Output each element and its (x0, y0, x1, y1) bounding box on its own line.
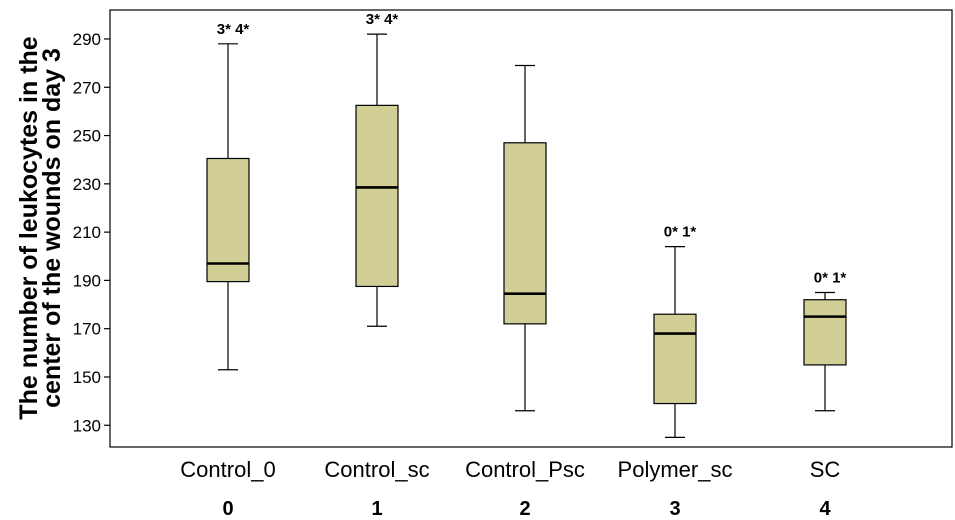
significance-annotation: 3* 4* (366, 11, 399, 28)
group-number-label: 2 (519, 498, 530, 520)
x-category-label: Control_Psc (465, 457, 585, 482)
significance-annotation: 3* 4* (217, 21, 250, 38)
box-group-control-0: 3* 4* (206, 21, 250, 371)
iqr-box (503, 142, 547, 325)
group-number-label: 0 (222, 498, 233, 520)
group-number-label: 4 (819, 498, 831, 520)
y-tick-label: 150 (73, 368, 101, 387)
x-axis-labels: Control_0 0 Control_sc 1 Control_Psc 2 Polymer… (180, 457, 840, 520)
iqr-box (803, 299, 847, 366)
significance-annotation: 0* 1* (664, 224, 697, 241)
y-tick-label: 170 (73, 320, 101, 339)
group-number-label: 3 (669, 498, 680, 520)
box-group-control-psc (503, 64, 547, 412)
y-tick-label: 130 (73, 416, 101, 435)
x-category-label: Polymer_sc (618, 457, 733, 482)
significance-annotation: 0* 1* (814, 269, 847, 286)
y-tick-label: 270 (73, 78, 101, 97)
box-series: 3* 4* 3* 4* 0* 1* 0* 1* (206, 11, 847, 438)
y-axis-title-line-1: The number of leukocytes in the (15, 36, 43, 419)
box-group-control-sc: 3* 4* (355, 11, 399, 327)
y-axis-title: The number of leukocytes in the center o… (15, 36, 66, 419)
group-number-label: 1 (371, 498, 382, 520)
box-group-sc: 0* 1* (803, 269, 847, 412)
iqr-box (355, 104, 399, 288)
y-tick-label: 190 (73, 271, 101, 290)
iqr-box (206, 157, 250, 283)
x-category-label: Control_sc (324, 457, 429, 482)
plot-frame (109, 9, 953, 448)
y-tick-label: 290 (73, 30, 101, 49)
x-category-label: Control_0 (180, 457, 275, 482)
iqr-box (653, 313, 697, 405)
y-tick-label: 230 (73, 175, 101, 194)
y-tick-label: 250 (73, 127, 101, 146)
box-group-polymer-sc: 0* 1* (653, 224, 697, 438)
y-axis-ticks: 130 150 170 190 210 230 250 270 290 (73, 30, 110, 435)
y-tick-label: 210 (73, 223, 101, 242)
x-category-label: SC (810, 457, 841, 482)
y-axis-title-line-2: center of the wounds on day 3 (38, 48, 66, 408)
